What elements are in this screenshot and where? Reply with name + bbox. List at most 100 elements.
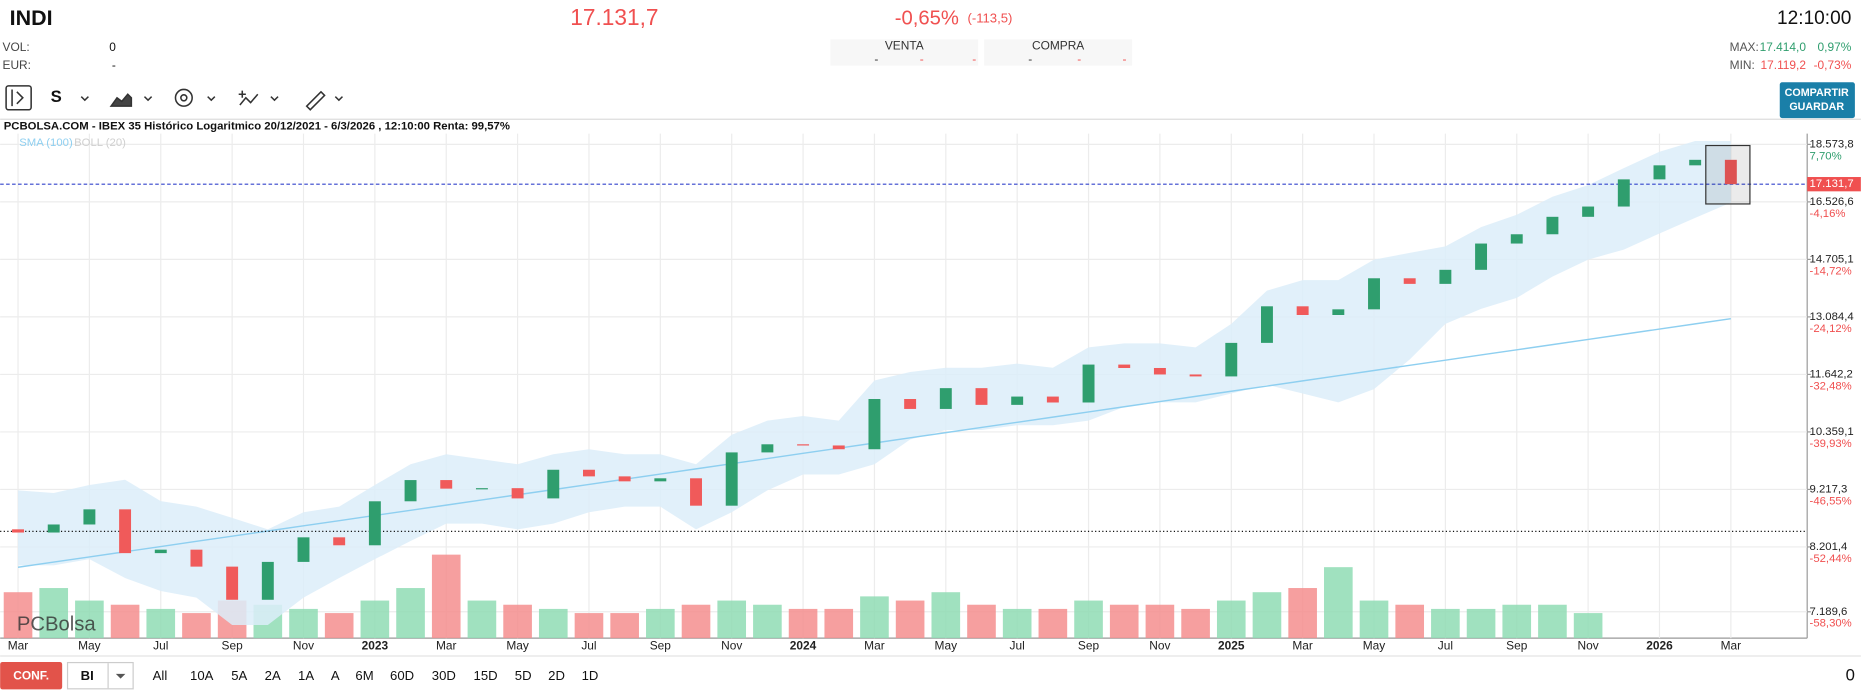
- period-button[interactable]: [140, 663, 180, 689]
- volume-bar: [360, 600, 390, 639]
- period-button[interactable]: [324, 663, 347, 689]
- candle: [832, 445, 845, 450]
- x-tick-label: Nov: [1149, 639, 1170, 653]
- volume-bar: [1502, 604, 1532, 639]
- candle: [1153, 367, 1166, 375]
- venta-cell: -: [920, 52, 924, 66]
- period-button[interactable]: [349, 663, 380, 689]
- candle: [975, 388, 988, 405]
- candle: [440, 480, 453, 489]
- period-button[interactable]: [182, 663, 221, 689]
- candle: [511, 488, 524, 499]
- period-button[interactable]: [383, 663, 422, 689]
- volume-bar: [967, 604, 996, 639]
- panel-icon: [11, 89, 24, 107]
- vol-label: VOL:: [3, 40, 30, 54]
- period-button[interactable]: [257, 663, 288, 689]
- period-button[interactable]: [541, 663, 572, 689]
- x-tick-label: May: [1363, 639, 1386, 653]
- volume-bar: [1181, 608, 1210, 639]
- period-label[interactable]: 60D: [390, 668, 414, 683]
- period-label[interactable]: 1D: [582, 668, 599, 683]
- period-label[interactable]: 10A: [190, 668, 214, 683]
- dropdown[interactable]: [80, 96, 89, 102]
- candle: [690, 478, 702, 506]
- dropdown[interactable]: [270, 96, 279, 102]
- period-label[interactable]: 6M: [355, 668, 373, 683]
- candle: [1582, 206, 1595, 217]
- candle: [190, 549, 203, 567]
- candle: [1225, 342, 1238, 377]
- dropdown[interactable]: [334, 96, 344, 102]
- period-button[interactable]: [291, 663, 321, 689]
- panel-toggle[interactable]: [5, 85, 32, 111]
- mode-caret[interactable]: [115, 673, 126, 679]
- x-tick-label: 2023: [362, 639, 389, 653]
- config-label[interactable]: CONF.: [13, 668, 49, 682]
- candle: [654, 478, 667, 482]
- dropdown[interactable]: [207, 96, 216, 102]
- period-label[interactable]: A: [331, 668, 340, 683]
- y-tick-change: -58,30%: [1810, 618, 1852, 630]
- mode-label[interactable]: BI: [81, 668, 94, 683]
- volume-bar: [396, 588, 425, 639]
- venta-cell: -: [874, 52, 878, 66]
- x-tick-label: Mar: [436, 639, 457, 653]
- y-tick-change: -4,16%: [1810, 208, 1846, 220]
- y-tick-change: -32,48%: [1810, 380, 1852, 392]
- period-button[interactable]: [508, 663, 539, 689]
- volume-bar: [610, 613, 639, 639]
- candle: [154, 549, 167, 554]
- candle: [1082, 364, 1095, 403]
- volume-bar: [574, 613, 604, 639]
- symbol: INDI: [10, 6, 53, 30]
- draw-icon[interactable]: [305, 90, 326, 111]
- share-button[interactable]: [1779, 82, 1855, 119]
- max: 17.414,0: [1760, 40, 1807, 54]
- share-label[interactable]: COMPARTIR: [1785, 87, 1849, 99]
- venta-header: VENTA: [885, 39, 924, 53]
- candle: [1368, 278, 1380, 310]
- volume-bar: [503, 604, 532, 639]
- dropdown[interactable]: [143, 96, 153, 102]
- period-label[interactable]: 5A: [231, 668, 247, 683]
- eur-label: EUR:: [3, 58, 31, 72]
- candle: [1332, 309, 1345, 315]
- period-label[interactable]: All: [153, 668, 168, 683]
- candle: [1546, 216, 1559, 235]
- config-button[interactable]: [0, 661, 63, 690]
- period-label[interactable]: 15D: [474, 668, 498, 683]
- y-tick-label: 16.526,6: [1810, 196, 1854, 208]
- volume-bar: [1038, 608, 1068, 639]
- compra-header: COMPRA: [1032, 39, 1084, 53]
- chart: 18.573,87,70% 16.526,6-4,16% 14.705,1-14,7…: [0, 133, 1861, 653]
- candle: [1296, 306, 1309, 315]
- volume-bar: [289, 608, 318, 639]
- volume-bar: [646, 608, 675, 639]
- candle: [404, 480, 417, 502]
- volume-bar: [1074, 600, 1103, 639]
- indicator-icon[interactable]: [238, 90, 259, 106]
- period-button[interactable]: [466, 663, 505, 689]
- area-icon[interactable]: [109, 93, 133, 107]
- period-button[interactable]: [424, 663, 463, 689]
- period-label[interactable]: 5D: [515, 668, 532, 683]
- y-tick-label: 9.217,3: [1810, 483, 1848, 495]
- period-label[interactable]: 2D: [548, 668, 565, 683]
- legend-boll: BOLL (20): [74, 137, 126, 149]
- candle: [939, 388, 952, 409]
- period-label[interactable]: 30D: [432, 668, 456, 683]
- series-type[interactable]: S: [51, 87, 62, 106]
- save-label[interactable]: GUARDAR: [1789, 101, 1844, 113]
- volume-bar: [1288, 588, 1317, 639]
- period-bar: All 10A 5A 2A 1A A 6M 60D 30D 15D 5D 2D 1D: [140, 663, 605, 689]
- period-label[interactable]: 1A: [298, 668, 314, 683]
- period-button[interactable]: [575, 663, 605, 689]
- period-button[interactable]: [224, 663, 255, 689]
- volume-bar: [431, 554, 461, 639]
- settings-icon-core: [180, 94, 188, 102]
- settings-icon[interactable]: [174, 88, 193, 107]
- period-label[interactable]: 2A: [265, 668, 281, 683]
- candle: [1189, 374, 1202, 377]
